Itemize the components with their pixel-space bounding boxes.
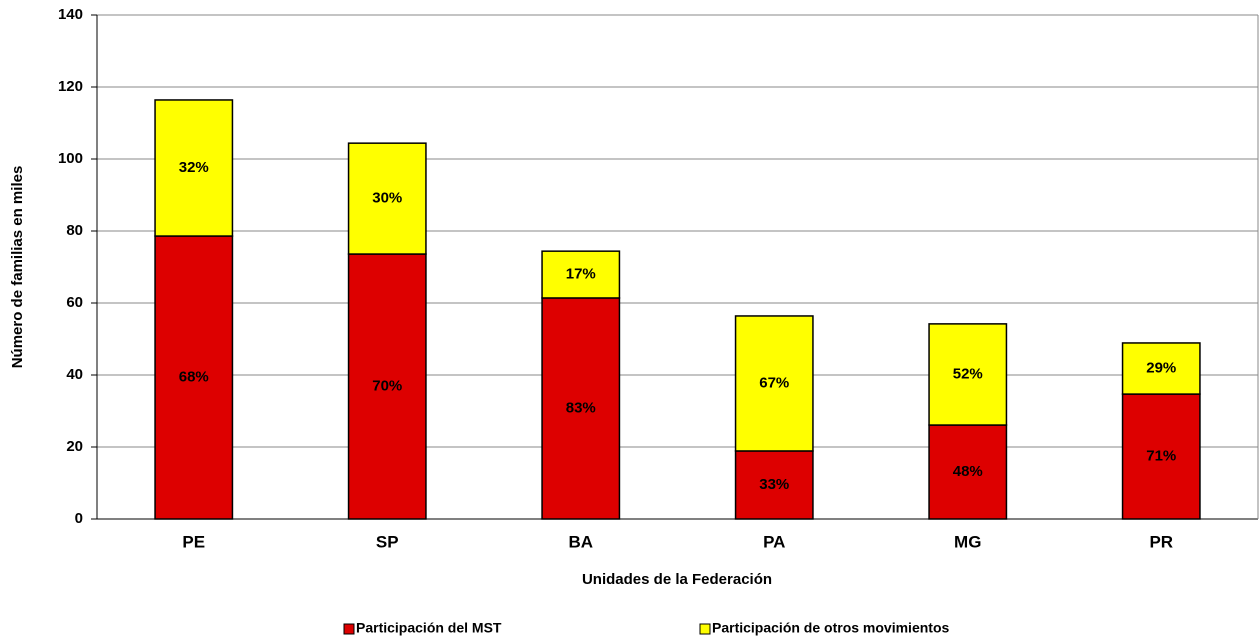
share-label: 52%: [953, 365, 983, 382]
legend-swatch: [343, 623, 355, 635]
x-tick-label: PR: [1149, 532, 1173, 551]
bar-segment: [154, 99, 234, 237]
x-tick-label: PE: [182, 532, 205, 551]
share-label: 68%: [179, 368, 209, 385]
x-tick-label: PA: [763, 532, 785, 551]
bar-segment: [541, 297, 621, 520]
bar-segment: [928, 424, 1008, 520]
y-tick-label: 20: [66, 438, 83, 455]
bar-segment: [1121, 342, 1201, 395]
share-label: 33%: [759, 476, 789, 493]
share-label: 71%: [1146, 448, 1176, 465]
y-tick-label: 140: [58, 6, 83, 23]
y-tick-label: 120: [58, 78, 83, 95]
bar-segment: [734, 315, 814, 452]
legend-swatch: [699, 623, 711, 635]
x-tick-label: MG: [954, 532, 981, 551]
share-label: 32%: [179, 159, 209, 176]
bar-segment: [1121, 393, 1201, 520]
bar-segment: [541, 250, 621, 299]
y-axis-title: Número de familias en miles: [9, 166, 26, 369]
x-tick-label: SP: [376, 532, 399, 551]
bar-segment: [928, 323, 1008, 426]
y-tick-label: 40: [66, 366, 83, 383]
share-label: 17%: [566, 266, 596, 283]
y-tick-label: 80: [66, 222, 83, 239]
y-tick-label: 100: [58, 150, 83, 167]
share-label: 30%: [372, 190, 402, 207]
share-label: 29%: [1146, 359, 1176, 376]
y-tick-label: 0: [75, 510, 83, 527]
share-label: 70%: [372, 377, 402, 394]
x-tick-label: BA: [568, 532, 593, 551]
share-label: 48%: [953, 463, 983, 480]
share-label: 83%: [566, 399, 596, 416]
legend-label: Participación de otros movimientos: [712, 620, 949, 636]
legend-label: Participación del MST: [356, 620, 502, 636]
share-label: 67%: [759, 374, 789, 391]
y-tick-label: 60: [66, 294, 83, 311]
x-axis-title: Unidades de la Federación: [582, 571, 772, 588]
bar-segment: [347, 142, 427, 255]
bar-segment: [734, 450, 814, 520]
bar-segment: [347, 253, 427, 520]
